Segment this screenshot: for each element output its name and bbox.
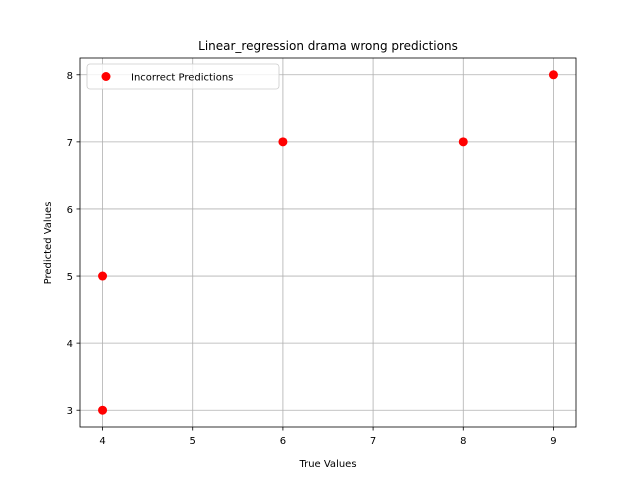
y-axis-label: Predicted Values: [43, 202, 54, 285]
y-tick-label: 5: [67, 272, 73, 283]
legend-label: Incorrect Predictions: [131, 73, 233, 84]
data-point: [98, 405, 108, 415]
x-tick-label: 7: [370, 436, 376, 447]
x-tick-label: 5: [190, 436, 196, 447]
legend-marker: [101, 72, 111, 81]
x-tick-label: 8: [460, 436, 466, 447]
x-axis-label: True Values: [298, 459, 356, 470]
data-point: [278, 137, 288, 147]
data-point: [98, 271, 108, 281]
y-tick-label: 7: [67, 138, 73, 149]
y-tick-label: 3: [67, 406, 73, 417]
x-tick-label: 4: [99, 436, 105, 447]
axes-frame: [79, 57, 577, 428]
chart-title: Linear_regression drama wrong prediction…: [198, 39, 458, 53]
y-tick-label: 6: [67, 205, 73, 216]
legend-box: [86, 63, 280, 90]
y-tick-label: 4: [67, 339, 73, 350]
legend: Incorrect Predictions: [86, 63, 280, 90]
plot-area: 4 5 6 7 8 9 3 4 5 6 7 8: [67, 57, 577, 447]
x-tick-label: 9: [550, 436, 556, 447]
x-tick-label: 6: [280, 436, 286, 447]
y-tick-label: 8: [67, 71, 73, 82]
data-point: [548, 70, 558, 80]
data-point: [458, 137, 468, 147]
